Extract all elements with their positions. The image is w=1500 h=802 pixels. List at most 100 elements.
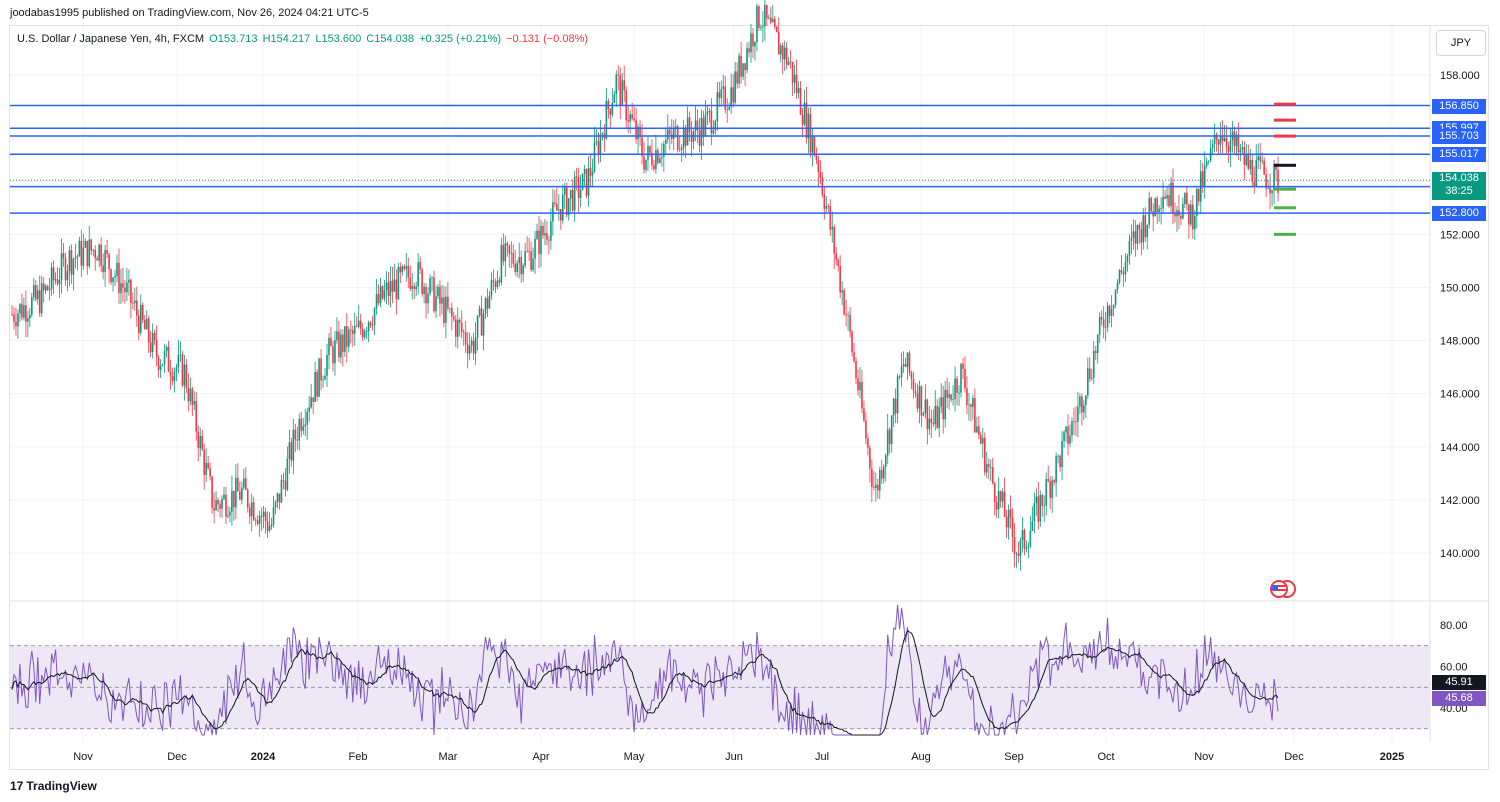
candle-body bbox=[175, 367, 178, 372]
candle-body bbox=[492, 280, 495, 283]
candle-body bbox=[1188, 204, 1190, 225]
candle-body bbox=[983, 437, 986, 473]
candle-body bbox=[526, 251, 528, 252]
candle-body bbox=[956, 378, 958, 393]
candle-body bbox=[248, 507, 251, 517]
tradingview-logo[interactable]: 17 TradingView bbox=[10, 779, 97, 793]
candle-body bbox=[811, 136, 814, 153]
candle-body bbox=[449, 307, 451, 309]
candle-body bbox=[1162, 196, 1164, 209]
candle-body bbox=[916, 393, 919, 409]
candle-body bbox=[524, 251, 526, 266]
candle-body bbox=[195, 400, 198, 432]
candle-body bbox=[1005, 516, 1008, 528]
time-tick-label: Oct bbox=[1097, 751, 1114, 763]
candle-body bbox=[581, 173, 584, 191]
candle-body bbox=[38, 290, 41, 314]
candle-body bbox=[1065, 426, 1067, 433]
candle-body bbox=[599, 134, 602, 155]
us-flag-icon[interactable] bbox=[1270, 580, 1288, 598]
candle-body bbox=[1013, 537, 1016, 554]
candle-body bbox=[1241, 147, 1244, 150]
candle-body bbox=[344, 326, 346, 352]
candle-body bbox=[1186, 192, 1188, 205]
candle-body bbox=[704, 114, 707, 136]
candle-body bbox=[1083, 405, 1085, 413]
candle-body bbox=[546, 233, 548, 240]
open-value: O153.713 bbox=[209, 33, 258, 45]
chart-frame[interactable] bbox=[9, 25, 1489, 770]
candle-body bbox=[1055, 456, 1057, 483]
candle-body bbox=[413, 286, 415, 290]
candle-body bbox=[777, 31, 780, 55]
candle-body bbox=[130, 279, 132, 303]
candle-body bbox=[946, 389, 948, 398]
candle-body bbox=[112, 277, 114, 283]
candle-body bbox=[460, 322, 463, 332]
candle-body bbox=[544, 233, 546, 236]
level-price-tag[interactable]: 152.800 bbox=[1432, 206, 1486, 222]
candle-body bbox=[42, 283, 45, 291]
candle-body bbox=[44, 285, 47, 291]
candle-body bbox=[561, 194, 564, 221]
candle-body bbox=[623, 80, 626, 91]
currency-button[interactable]: JPY bbox=[1436, 30, 1486, 56]
target-marker bbox=[1274, 187, 1296, 191]
level-price-tag[interactable]: 155.703 bbox=[1432, 128, 1486, 144]
candle-body bbox=[302, 426, 305, 431]
candle-body bbox=[688, 117, 691, 133]
candle-body bbox=[308, 407, 310, 412]
candle-body bbox=[298, 418, 301, 441]
level-price-tag[interactable]: 156.850 bbox=[1432, 98, 1486, 114]
rsi-value-tag[interactable]: 45.91 bbox=[1432, 675, 1486, 690]
candle-body bbox=[227, 515, 229, 517]
candle-body bbox=[173, 371, 176, 381]
candle-body bbox=[1259, 156, 1261, 162]
candle-body bbox=[504, 243, 507, 262]
candle-body bbox=[1164, 196, 1166, 199]
candle-body bbox=[829, 206, 832, 230]
candle-body bbox=[894, 398, 897, 414]
candle-body bbox=[411, 286, 414, 289]
candle-body bbox=[1120, 270, 1123, 273]
candle-body bbox=[1053, 480, 1055, 483]
candle-body bbox=[1009, 509, 1012, 518]
candle-body bbox=[488, 295, 491, 309]
candle-body bbox=[863, 408, 865, 421]
candle-body bbox=[841, 290, 843, 293]
candle-body bbox=[72, 258, 75, 275]
candle-body bbox=[575, 176, 578, 178]
candle-body bbox=[1229, 140, 1232, 152]
candle-body bbox=[932, 422, 935, 425]
target-marker bbox=[1274, 163, 1296, 167]
rsi-ma-value-tag[interactable]: 45.68 bbox=[1432, 691, 1486, 706]
candle-body bbox=[1245, 153, 1248, 165]
candle-body bbox=[1247, 153, 1250, 169]
candle-body bbox=[177, 355, 180, 368]
candle-body bbox=[1223, 137, 1226, 142]
candle-body bbox=[1122, 272, 1125, 275]
candle-body bbox=[827, 206, 830, 207]
candle-body bbox=[964, 368, 966, 389]
candle-body bbox=[948, 394, 950, 398]
candle-body bbox=[349, 329, 352, 331]
candle-body bbox=[835, 253, 837, 260]
candle-body bbox=[134, 300, 136, 304]
candle-body bbox=[898, 376, 901, 378]
candle-body bbox=[762, 26, 764, 28]
candle-body bbox=[1057, 455, 1059, 457]
candle-body bbox=[292, 429, 295, 461]
candle-body bbox=[462, 331, 465, 333]
candle-body bbox=[1221, 135, 1224, 142]
level-price-tag[interactable]: 155.017 bbox=[1432, 147, 1486, 163]
candle-body bbox=[346, 326, 348, 347]
current-price-tag[interactable]: 154.038 38:25 bbox=[1432, 172, 1486, 201]
candle-body bbox=[250, 502, 253, 517]
candle-body bbox=[280, 479, 283, 503]
candle-body bbox=[235, 477, 237, 508]
candle-body bbox=[371, 325, 374, 327]
candle-body bbox=[554, 202, 556, 204]
candle-body bbox=[888, 429, 891, 445]
candle-body bbox=[294, 429, 297, 440]
